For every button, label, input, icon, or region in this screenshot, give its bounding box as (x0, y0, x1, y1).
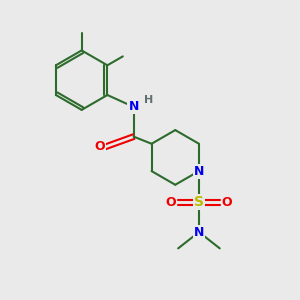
Text: N: N (194, 226, 204, 238)
Text: H: H (145, 95, 154, 105)
Text: O: O (222, 196, 232, 209)
Text: N: N (128, 100, 139, 113)
Text: N: N (194, 165, 204, 178)
Text: O: O (166, 196, 176, 209)
Text: S: S (194, 195, 204, 209)
Text: O: O (94, 140, 105, 153)
